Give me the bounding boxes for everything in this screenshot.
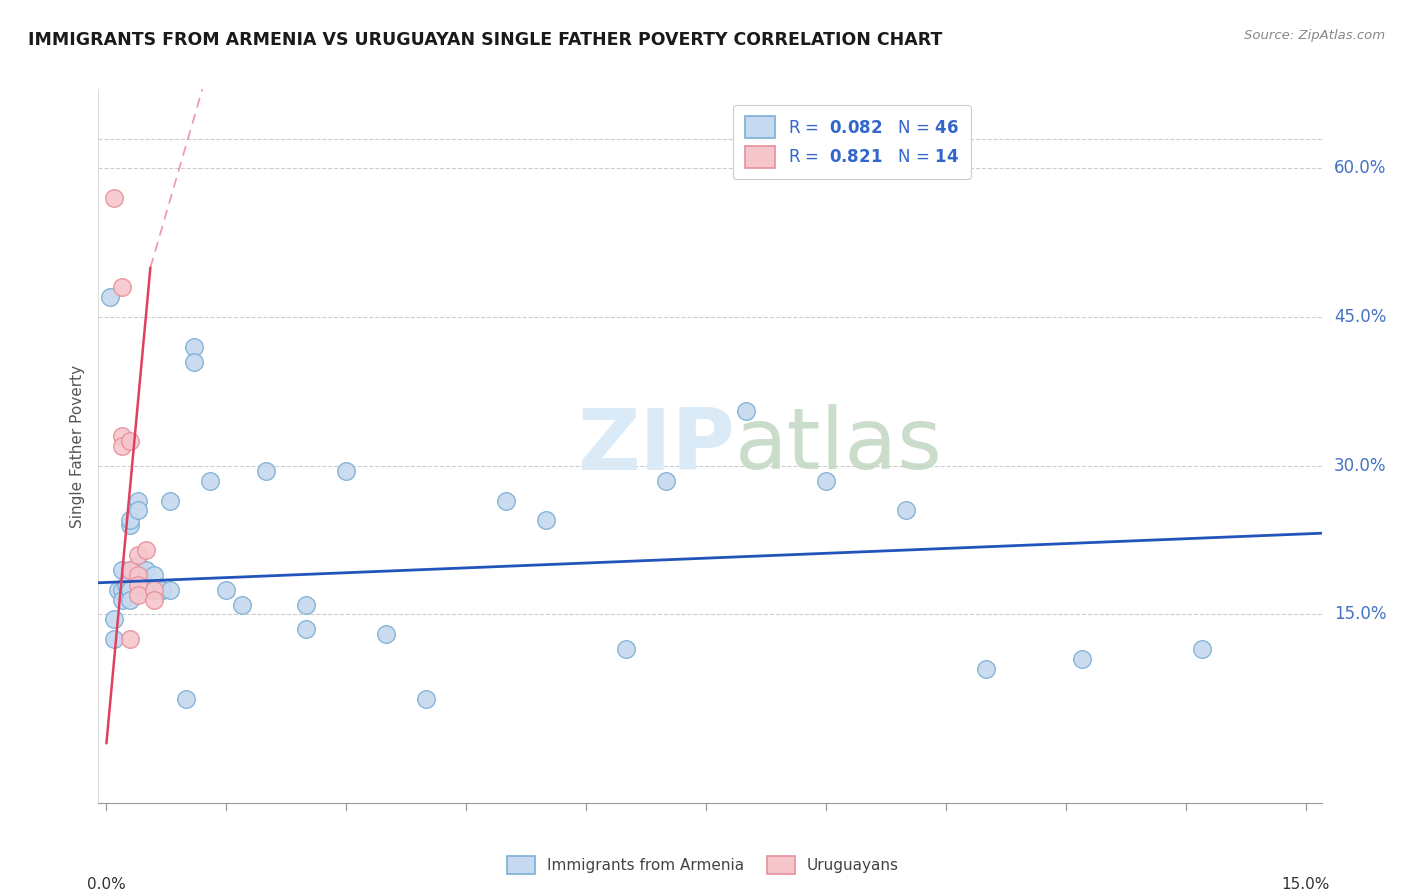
Point: [111, 592, 134, 607]
Point: [135, 543, 157, 558]
Legend: Immigrants from Armenia, Uruguayans: Immigrants from Armenia, Uruguayans: [501, 850, 905, 880]
Point: [295, 623, 318, 637]
Point: [735, 404, 758, 418]
Text: 0.0%: 0.0%: [87, 877, 125, 892]
Point: [107, 582, 129, 597]
Point: [120, 563, 142, 577]
Text: 30.0%: 30.0%: [1334, 457, 1386, 475]
Text: 45.0%: 45.0%: [1334, 308, 1386, 326]
Point: [415, 691, 437, 706]
Point: [231, 598, 253, 612]
Point: [120, 434, 142, 448]
Text: 60.0%: 60.0%: [1334, 160, 1386, 178]
Point: [111, 582, 134, 597]
Point: [1191, 642, 1213, 657]
Point: [894, 503, 917, 517]
Point: [150, 582, 173, 597]
Point: [150, 582, 173, 597]
Point: [103, 632, 125, 647]
Point: [200, 474, 222, 488]
Text: IMMIGRANTS FROM ARMENIA VS URUGUAYAN SINGLE FATHER POVERTY CORRELATION CHART: IMMIGRANTS FROM ARMENIA VS URUGUAYAN SIN…: [28, 31, 942, 49]
Point: [120, 563, 142, 577]
Point: [127, 503, 149, 517]
Point: [143, 582, 166, 597]
Legend: R =  $\bf{0.082}$   N = $\bf{46}$, R =  $\bf{0.821}$   N = $\bf{14}$: R = $\bf{0.082}$ N = $\bf{46}$, R = $\bf…: [733, 104, 970, 179]
Point: [183, 355, 205, 369]
Point: [143, 592, 166, 607]
Point: [127, 493, 149, 508]
Text: 15.0%: 15.0%: [1334, 606, 1386, 624]
Point: [120, 513, 142, 527]
Point: [814, 474, 837, 488]
Text: atlas: atlas: [734, 404, 942, 488]
Point: [127, 558, 149, 572]
Point: [111, 439, 134, 453]
Point: [135, 563, 157, 577]
Point: [335, 464, 357, 478]
Point: [103, 191, 125, 205]
Point: [295, 598, 318, 612]
Point: [120, 632, 142, 647]
Point: [495, 493, 517, 508]
Point: [127, 567, 149, 582]
Point: [176, 691, 198, 706]
Point: [111, 280, 134, 294]
Point: [127, 548, 149, 562]
Point: [655, 474, 678, 488]
Point: [120, 592, 142, 607]
Point: [127, 588, 149, 602]
Point: [100, 290, 122, 304]
Point: [120, 582, 142, 597]
Point: [254, 464, 277, 478]
Y-axis label: Single Father Poverty: Single Father Poverty: [69, 365, 84, 527]
Point: [974, 662, 997, 676]
Point: [143, 567, 166, 582]
Point: [159, 582, 181, 597]
Point: [215, 582, 238, 597]
Text: Source: ZipAtlas.com: Source: ZipAtlas.com: [1244, 29, 1385, 42]
Point: [375, 627, 398, 641]
Point: [143, 582, 166, 597]
Point: [534, 513, 557, 527]
Point: [127, 578, 149, 592]
Point: [111, 429, 134, 443]
Point: [614, 642, 637, 657]
Point: [1070, 652, 1092, 666]
Point: [115, 578, 138, 592]
Point: [120, 518, 142, 533]
Point: [135, 582, 157, 597]
Text: 15.0%: 15.0%: [1281, 877, 1330, 892]
Text: ZIP: ZIP: [576, 404, 734, 488]
Point: [183, 340, 205, 354]
Point: [111, 563, 134, 577]
Point: [103, 612, 125, 626]
Point: [159, 493, 181, 508]
